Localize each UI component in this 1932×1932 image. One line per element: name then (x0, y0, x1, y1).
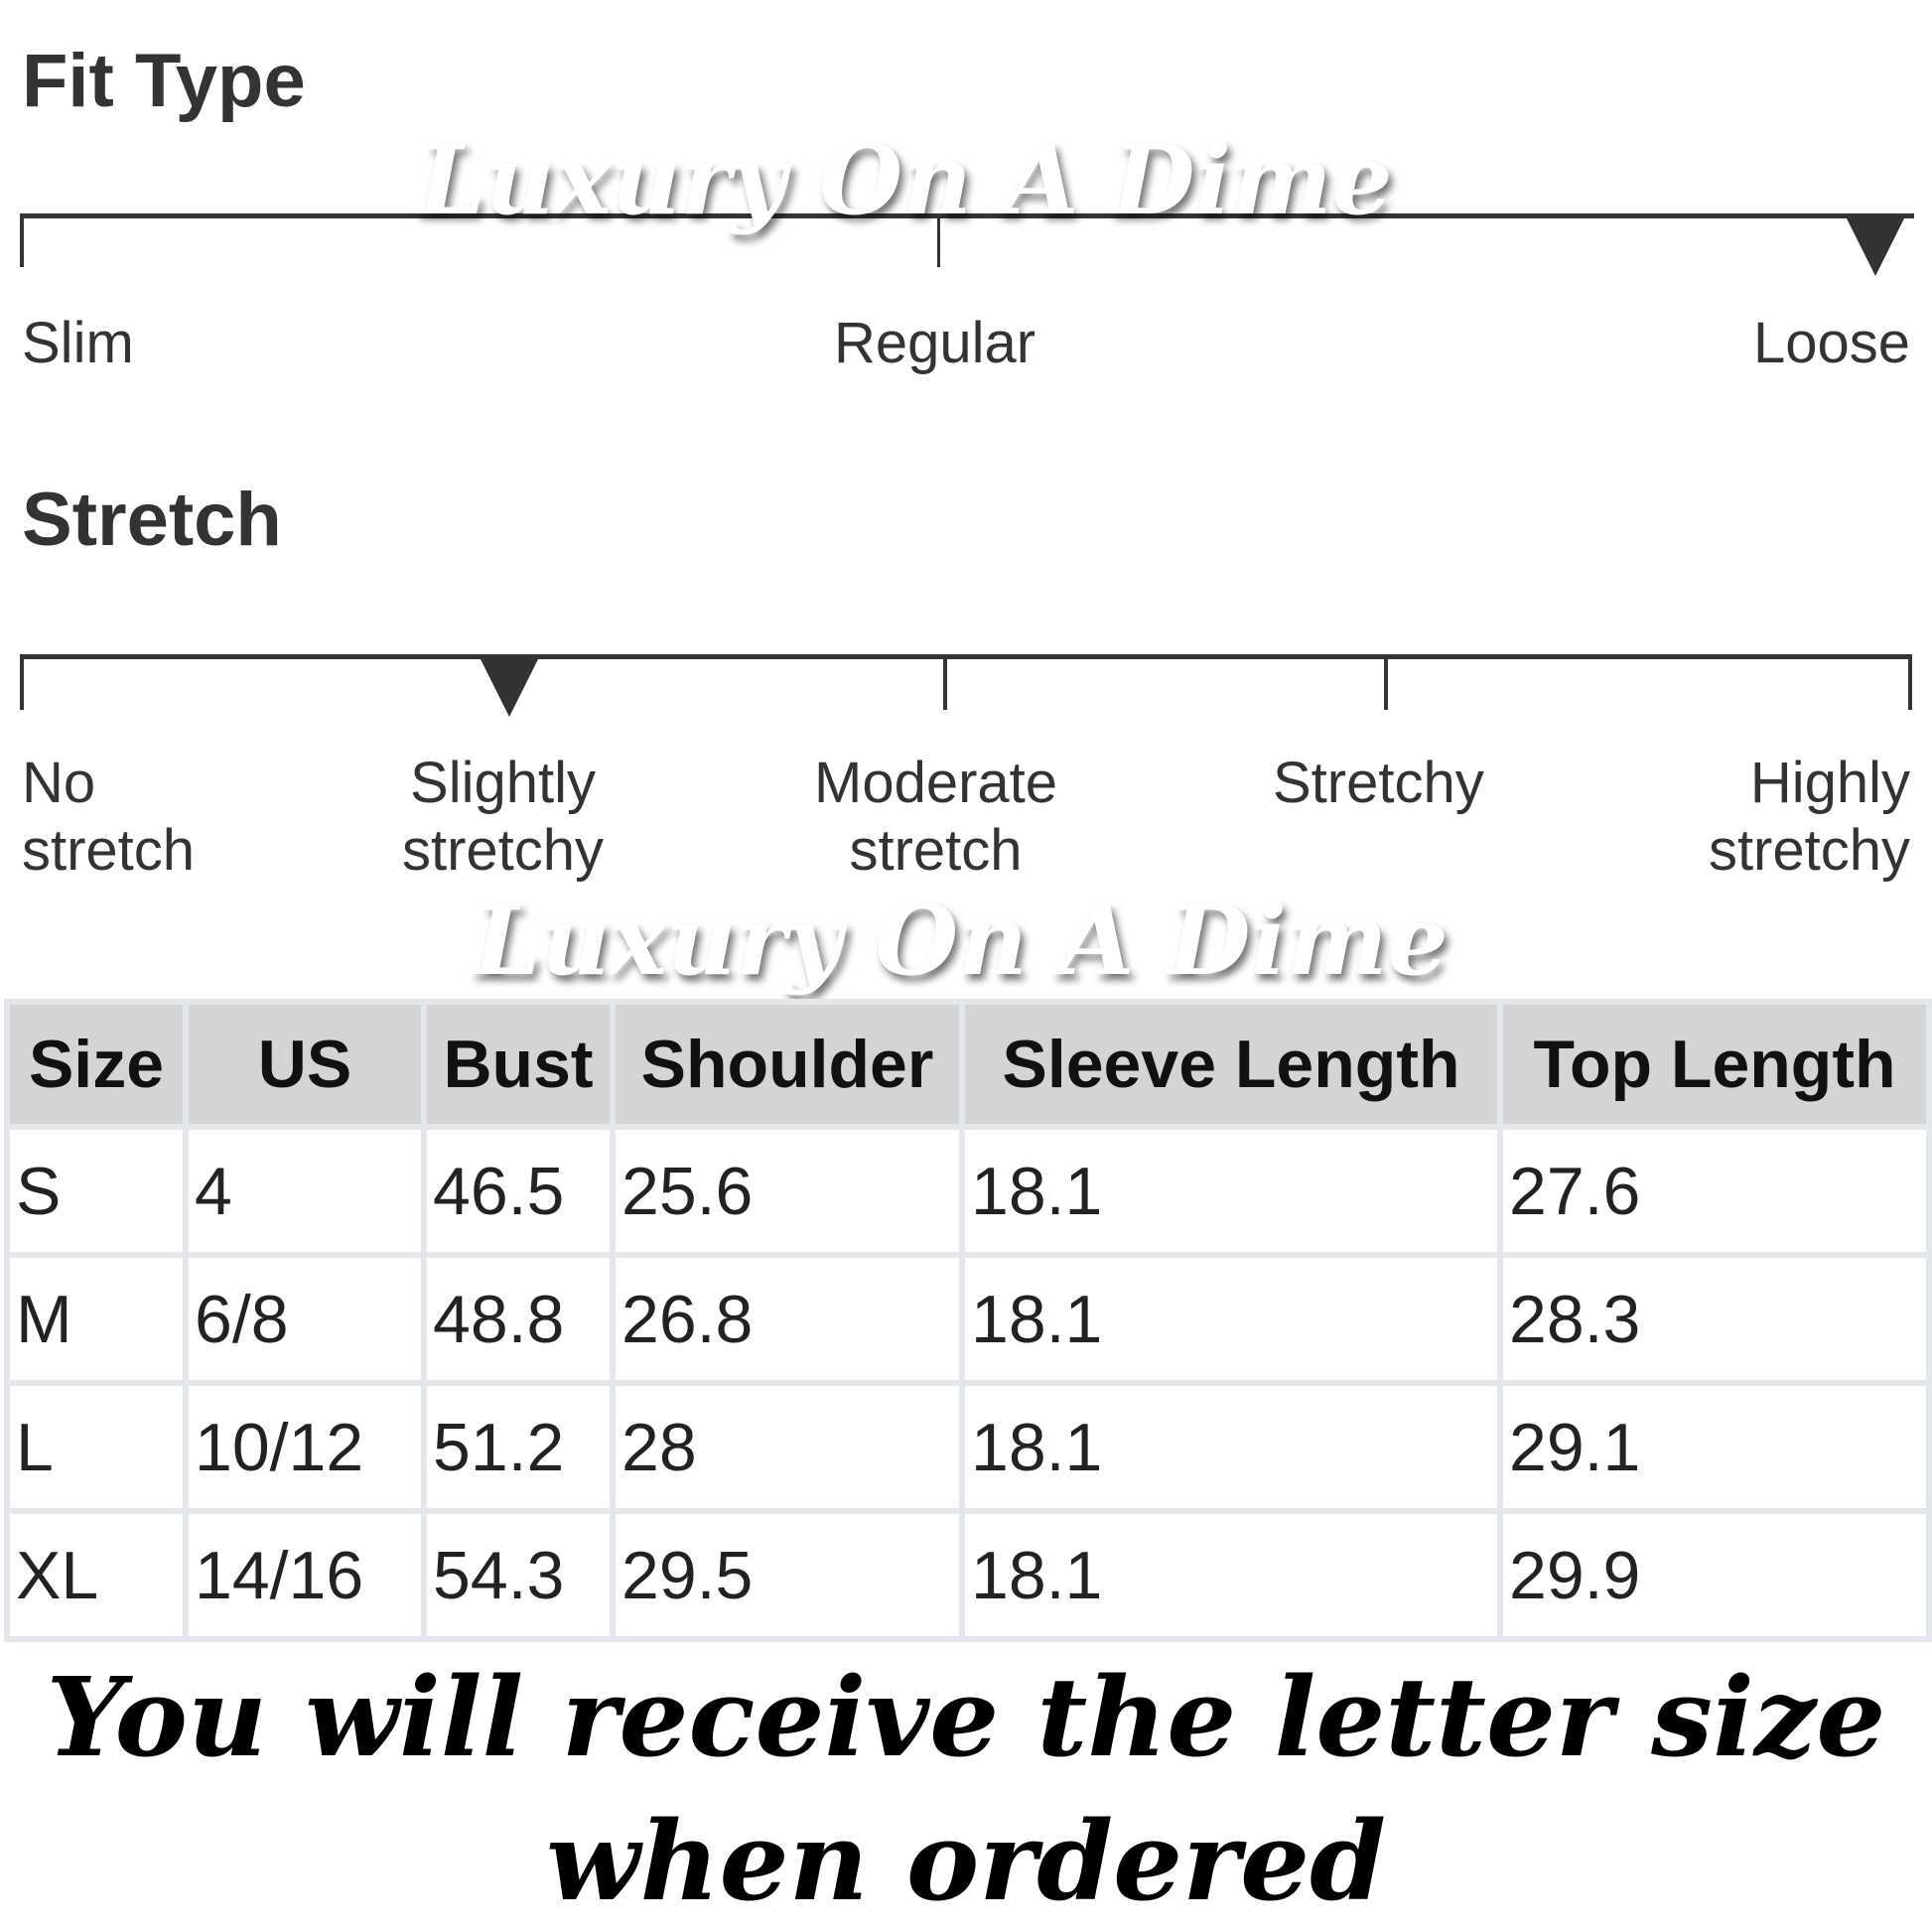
watermark: Luxury On A Dime (418, 124, 1393, 236)
table-row: M 6/8 48.8 26.8 18.1 28.3 (10, 1258, 1926, 1380)
table-row: L 10/12 51.2 28 18.1 29.1 (10, 1386, 1926, 1508)
cell: 51.2 (427, 1386, 610, 1508)
cell: 18.1 (965, 1258, 1497, 1380)
cell: 4 (189, 1130, 421, 1252)
cell: 54.3 (427, 1514, 610, 1636)
cell: 14/16 (189, 1514, 421, 1636)
header-shoulder: Shoulder (616, 1005, 959, 1124)
cell: 46.5 (427, 1130, 610, 1252)
watermark: Luxury On A Dime (474, 885, 1449, 997)
header-size: Size (10, 1005, 183, 1124)
stretch-label-stretchy: Stretchy (1273, 751, 1484, 815)
notice-line-1: You will receive the letter size (46, 1653, 1886, 1781)
cell: 26.8 (616, 1258, 959, 1380)
cell: 6/8 (189, 1258, 421, 1380)
cell: 27.6 (1503, 1130, 1926, 1252)
cell: 29.9 (1503, 1514, 1926, 1636)
fit-indicator-triangle-icon (1846, 216, 1905, 276)
header-top-length: Top Length (1503, 1005, 1926, 1124)
fit-label-slim: Slim (22, 311, 134, 375)
table-row: S 4 46.5 25.6 18.1 27.6 (10, 1130, 1926, 1252)
cell: 29.1 (1503, 1386, 1926, 1508)
stretch-label-highly: Highly stretchy (1708, 751, 1910, 883)
cell: 18.1 (965, 1514, 1497, 1636)
cell: S (10, 1130, 183, 1252)
cell: 18.1 (965, 1130, 1497, 1252)
header-bust: Bust (427, 1005, 610, 1124)
stretch-label-slightly: Slightly stretchy (402, 751, 605, 883)
cell: 28.3 (1503, 1258, 1926, 1380)
stretch-title: Stretch (22, 478, 282, 562)
cell: XL (10, 1514, 183, 1636)
size-table: Size US Bust Shoulder Sleeve Length Top … (4, 999, 1932, 1642)
fit-label-loose: Loose (1752, 311, 1910, 375)
notice-line-2: when ordered (545, 1797, 1386, 1925)
fit-type-title: Fit Type (22, 39, 306, 123)
header-sleeve-length: Sleeve Length (965, 1005, 1497, 1124)
cell: 18.1 (965, 1386, 1497, 1508)
cell: 48.8 (427, 1258, 610, 1380)
cell: M (10, 1258, 183, 1380)
cell: 29.5 (616, 1514, 959, 1636)
stretch-label-moderate: Moderate stretch (814, 751, 1058, 883)
stretch-label-no-stretch: No stretch (22, 751, 196, 883)
fit-label-regular: Regular (834, 311, 1036, 375)
cell: L (10, 1386, 183, 1508)
table-row: XL 14/16 54.3 29.5 18.1 29.9 (10, 1514, 1926, 1636)
header-us: US (189, 1005, 421, 1124)
cell: 25.6 (616, 1130, 959, 1252)
table-header-row: Size US Bust Shoulder Sleeve Length Top … (10, 1005, 1926, 1124)
cell: 10/12 (189, 1386, 421, 1508)
cell: 28 (616, 1386, 959, 1508)
stretch-indicator-triangle-icon (480, 657, 539, 717)
